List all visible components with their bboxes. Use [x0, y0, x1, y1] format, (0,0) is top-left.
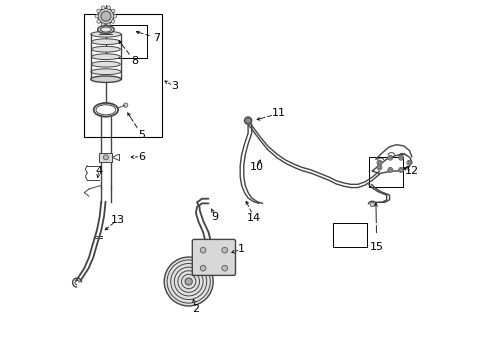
- Circle shape: [398, 155, 403, 160]
- Circle shape: [103, 155, 108, 160]
- Text: 9: 9: [211, 212, 218, 222]
- Ellipse shape: [91, 54, 120, 60]
- Ellipse shape: [91, 76, 121, 82]
- Circle shape: [222, 265, 227, 271]
- Text: 1: 1: [238, 244, 244, 254]
- Ellipse shape: [91, 46, 120, 52]
- Bar: [84, 14, 162, 137]
- Circle shape: [185, 278, 192, 285]
- Ellipse shape: [91, 61, 120, 67]
- Circle shape: [200, 265, 205, 271]
- Circle shape: [376, 165, 381, 170]
- Circle shape: [399, 168, 402, 171]
- Bar: [332, 223, 366, 247]
- Ellipse shape: [91, 39, 120, 45]
- Ellipse shape: [91, 69, 121, 75]
- Bar: [106, 25, 147, 58]
- Circle shape: [111, 9, 115, 13]
- Text: 6: 6: [138, 152, 145, 162]
- Text: 7: 7: [152, 33, 160, 43]
- Circle shape: [111, 20, 115, 23]
- Circle shape: [407, 161, 410, 164]
- Text: 3: 3: [170, 81, 178, 91]
- Bar: [368, 157, 402, 187]
- Circle shape: [95, 14, 99, 18]
- Circle shape: [97, 20, 100, 23]
- Circle shape: [113, 14, 117, 18]
- Circle shape: [399, 156, 402, 159]
- Circle shape: [369, 202, 374, 207]
- Text: 11: 11: [271, 108, 285, 118]
- Circle shape: [387, 155, 392, 160]
- Circle shape: [98, 8, 114, 24]
- Circle shape: [388, 168, 391, 171]
- Circle shape: [200, 247, 205, 253]
- Text: 12: 12: [404, 166, 418, 176]
- Circle shape: [245, 118, 250, 123]
- Text: 4: 4: [95, 166, 102, 176]
- Circle shape: [222, 247, 227, 253]
- Circle shape: [107, 6, 110, 9]
- Bar: [99, 153, 112, 162]
- Circle shape: [101, 23, 105, 27]
- Circle shape: [398, 167, 403, 172]
- Text: 10: 10: [249, 162, 264, 172]
- Circle shape: [388, 156, 391, 159]
- Circle shape: [244, 117, 251, 124]
- Circle shape: [101, 11, 111, 21]
- Circle shape: [376, 160, 381, 165]
- Text: 2: 2: [192, 304, 199, 314]
- Ellipse shape: [101, 27, 111, 32]
- Circle shape: [123, 103, 127, 107]
- Circle shape: [377, 166, 380, 169]
- Circle shape: [101, 6, 105, 9]
- Circle shape: [107, 23, 110, 27]
- Circle shape: [406, 160, 411, 165]
- Circle shape: [164, 257, 213, 306]
- Circle shape: [97, 9, 100, 13]
- Text: 5: 5: [138, 130, 145, 140]
- Text: 14: 14: [246, 213, 261, 223]
- Text: 8: 8: [131, 56, 138, 66]
- Ellipse shape: [91, 31, 121, 37]
- Ellipse shape: [98, 26, 114, 33]
- Text: 13: 13: [111, 215, 124, 225]
- FancyBboxPatch shape: [192, 239, 235, 275]
- Circle shape: [387, 167, 392, 172]
- Text: 15: 15: [369, 242, 383, 252]
- Circle shape: [377, 161, 380, 164]
